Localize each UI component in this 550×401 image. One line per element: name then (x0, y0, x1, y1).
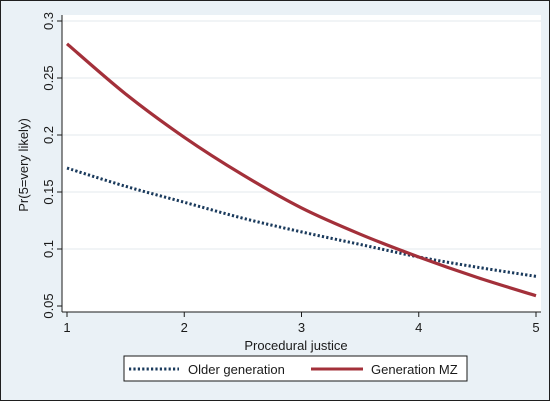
x-tick-label: 4 (415, 320, 422, 335)
y-tick-label: 0.1 (41, 240, 56, 258)
legend-box (123, 355, 468, 382)
y-tick-label: 0.3 (41, 12, 56, 30)
x-axis-title: Procedural justice (244, 338, 347, 353)
x-tick-label: 3 (298, 320, 305, 335)
series-line-older-generation (66, 166, 537, 278)
y-tick-label: 0.05 (41, 293, 56, 318)
y-tick-label: 0.15 (41, 179, 56, 204)
x-tick-label: 5 (532, 320, 539, 335)
plot-area (62, 15, 541, 312)
y-axis-title: Pr(5=very likely) (16, 118, 31, 212)
series-line-generation-mz (65, 42, 537, 298)
y-tick-label: 0.25 (41, 65, 56, 90)
x-tick-label: 1 (63, 320, 70, 335)
x-tick-label: 2 (181, 320, 188, 335)
legend-label: Older generation (188, 362, 285, 377)
legend-label: Generation MZ (371, 362, 458, 377)
y-tick-label: 0.2 (41, 126, 56, 144)
